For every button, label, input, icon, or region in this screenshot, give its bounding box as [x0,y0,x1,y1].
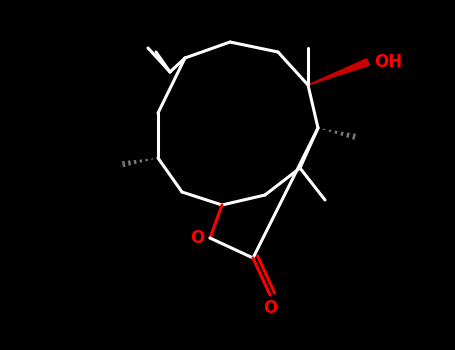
Text: O: O [190,229,204,247]
Polygon shape [308,59,369,85]
Text: OH: OH [374,53,402,71]
Text: O: O [263,299,277,317]
